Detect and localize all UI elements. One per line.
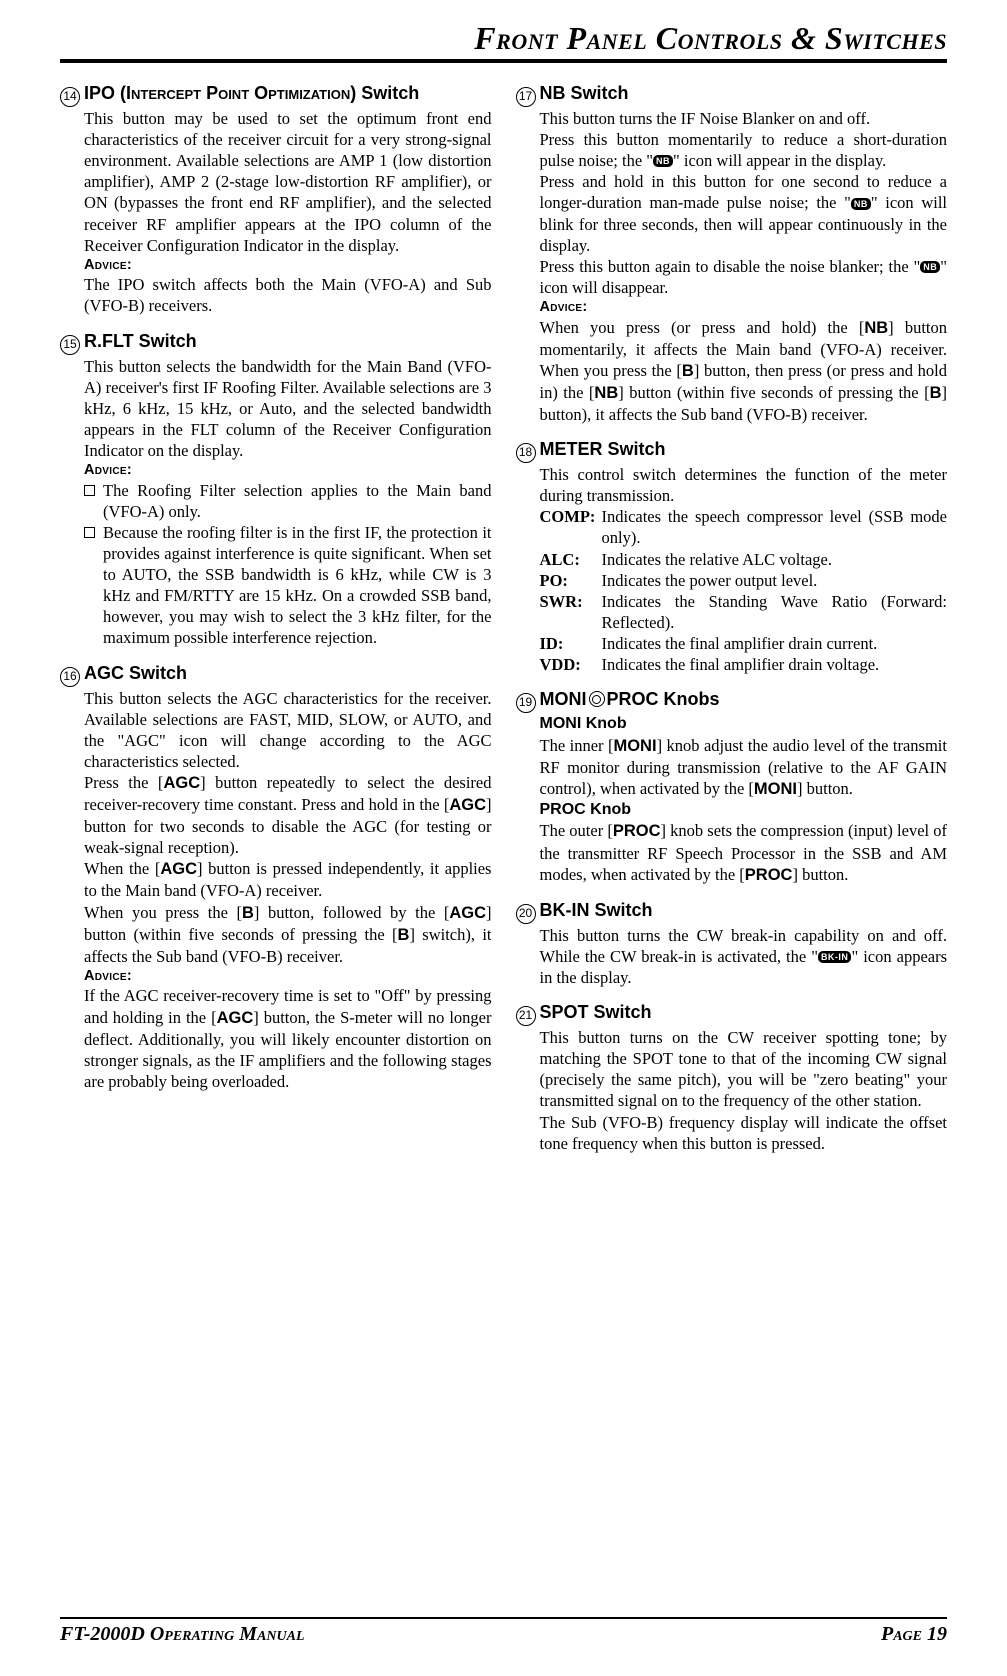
- sub-heading: PROC Knob: [540, 800, 948, 820]
- left-column: 14 IPO (Intercept Point Optimization) Sw…: [60, 83, 492, 1168]
- def-row: PO:Indicates the power output level.: [540, 570, 948, 591]
- para: The inner [MONI] knob adjust the audio l…: [540, 735, 948, 800]
- bullet-text: Because the roofing filter is in the fir…: [103, 522, 492, 649]
- footer-rule: [60, 1617, 947, 1619]
- para: When you press the [B] button, followed …: [84, 902, 492, 967]
- section-title: AGC Switch: [84, 663, 187, 684]
- section-17-nb: 17 NB Switch This button turns the IF No…: [516, 83, 948, 425]
- section-heading: 21 SPOT Switch: [516, 1002, 948, 1025]
- section-body: This button may be used to set the optim…: [60, 108, 492, 317]
- section-body: This button turns on the CW receiver spo…: [516, 1027, 948, 1154]
- advice-label: Advice:: [84, 256, 492, 275]
- advice-label: Advice:: [84, 461, 492, 480]
- para: Press this button again to disable the n…: [540, 256, 948, 298]
- ref-number-icon: 14: [60, 87, 80, 107]
- para: This button turns the IF Noise Blanker o…: [540, 108, 948, 129]
- def-row: ALC:Indicates the relative ALC voltage.: [540, 549, 948, 570]
- section-body: This button selects the bandwidth for th…: [60, 356, 492, 649]
- sub-heading: MONI Knob: [540, 714, 948, 734]
- section-heading: 20 BK-IN Switch: [516, 900, 948, 923]
- bullet-box-icon: [84, 485, 95, 496]
- right-column: 17 NB Switch This button turns the IF No…: [516, 83, 948, 1168]
- def-row: SWR:Indicates the Standing Wave Ratio (F…: [540, 591, 948, 633]
- page-header: Front Panel Controls & Switches: [60, 20, 947, 57]
- section-heading: 15 R.FLT Switch: [60, 331, 492, 354]
- section-title: NB Switch: [540, 83, 629, 104]
- section-heading: 14 IPO (Intercept Point Optimization) Sw…: [60, 83, 492, 106]
- section-title: SPOT Switch: [540, 1002, 652, 1023]
- section-heading: 16 AGC Switch: [60, 663, 492, 686]
- ref-number-icon: 18: [516, 443, 536, 463]
- para: This button selects the bandwidth for th…: [84, 356, 492, 462]
- para: Press the [AGC] button repeatedly to sel…: [84, 772, 492, 858]
- para: This button selects the AGC characterist…: [84, 688, 492, 772]
- nb-badge-icon: NB: [920, 261, 940, 273]
- section-18-meter: 18 METER Switch This control switch dete…: [516, 439, 948, 675]
- para: This button turns the CW break-in capabi…: [540, 925, 948, 988]
- def-row: COMP:Indicates the speech compressor lev…: [540, 506, 948, 548]
- section-body: This button turns the IF Noise Blanker o…: [516, 108, 948, 425]
- para: The IPO switch affects both the Main (VF…: [84, 274, 492, 316]
- footer-page-number: Page 19: [881, 1623, 947, 1646]
- section-20-bkin: 20 BK-IN Switch This button turns the CW…: [516, 900, 948, 988]
- ref-number-icon: 15: [60, 335, 80, 355]
- para: Press this button momentarily to reduce …: [540, 129, 948, 171]
- section-title: BK-IN Switch: [540, 900, 653, 921]
- bullet-text: The Roofing Filter selection applies to …: [103, 480, 492, 522]
- ref-number-icon: 16: [60, 667, 80, 687]
- bkin-badge-icon: BK-IN: [818, 951, 852, 963]
- section-title: METER Switch: [540, 439, 666, 460]
- concentric-knob-icon: [589, 691, 605, 707]
- section-title: R.FLT Switch: [84, 331, 197, 352]
- section-21-spot: 21 SPOT Switch This button turns on the …: [516, 1002, 948, 1154]
- section-body: MONI Knob The inner [MONI] knob adjust t…: [516, 714, 948, 886]
- section-16-agc: 16 AGC Switch This button selects the AG…: [60, 663, 492, 1093]
- para: This control switch determines the funct…: [540, 464, 948, 506]
- content-columns: 14 IPO (Intercept Point Optimization) Sw…: [60, 83, 947, 1168]
- ref-number-icon: 19: [516, 693, 536, 713]
- advice-label: Advice:: [84, 967, 492, 986]
- para: Press and hold in this button for one se…: [540, 171, 948, 255]
- ref-number-icon: 17: [516, 87, 536, 107]
- section-15-rflt: 15 R.FLT Switch This button selects the …: [60, 331, 492, 649]
- def-row: VDD:Indicates the final amplifier drain …: [540, 654, 948, 675]
- bullet: The Roofing Filter selection applies to …: [84, 480, 492, 522]
- bullet-box-icon: [84, 527, 95, 538]
- advice-label: Advice:: [540, 298, 948, 317]
- section-heading: 18 METER Switch: [516, 439, 948, 462]
- footer-manual-title: FT-2000D Operating Manual: [60, 1623, 305, 1646]
- section-14-ipo: 14 IPO (Intercept Point Optimization) Sw…: [60, 83, 492, 317]
- nb-badge-icon: NB: [851, 198, 871, 210]
- section-heading: 17 NB Switch: [516, 83, 948, 106]
- section-heading: 19 MONIPROC Knobs: [516, 689, 948, 712]
- para: The outer [PROC] knob sets the compressi…: [540, 820, 948, 885]
- section-body: This button turns the CW break-in capabi…: [516, 925, 948, 988]
- para: When the [AGC] button is pressed indepen…: [84, 858, 492, 901]
- para: This button turns on the CW receiver spo…: [540, 1027, 948, 1111]
- def-row: ID:Indicates the final amplifier drain c…: [540, 633, 948, 654]
- para: The Sub (VFO-B) frequency display will i…: [540, 1112, 948, 1154]
- section-body: This button selects the AGC characterist…: [60, 688, 492, 1093]
- section-title: MONIPROC Knobs: [540, 689, 720, 710]
- section-19-moni-proc: 19 MONIPROC Knobs MONI Knob The inner [M…: [516, 689, 948, 886]
- para: When you press (or press and hold) the […: [540, 317, 948, 426]
- page-footer: FT-2000D Operating Manual Page 19: [60, 1617, 947, 1646]
- bullet: Because the roofing filter is in the fir…: [84, 522, 492, 649]
- section-body: This control switch determines the funct…: [516, 464, 948, 675]
- section-title: IPO (Intercept Point Optimization) Switc…: [84, 83, 419, 104]
- ref-number-icon: 20: [516, 904, 536, 924]
- header-rule: [60, 59, 947, 63]
- para: This button may be used to set the optim…: [84, 108, 492, 256]
- nb-badge-icon: NB: [653, 155, 673, 167]
- para: If the AGC receiver-recovery time is set…: [84, 985, 492, 1092]
- ref-number-icon: 21: [516, 1006, 536, 1026]
